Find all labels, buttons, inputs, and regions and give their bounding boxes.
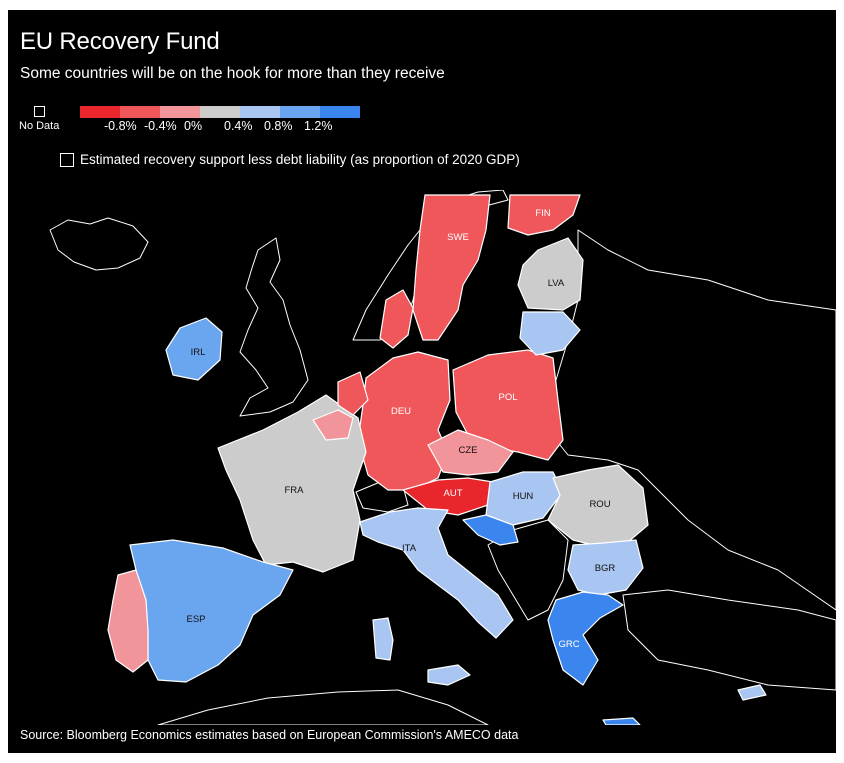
country-label-pol: POL [498,392,517,403]
legend-tick-label: 1.2% [304,119,333,133]
chart-frame: EU Recovery Fund Some countries will be … [8,10,836,753]
legend: No Data -0.8% -0.4% 0% 0.4% 0.8% 1.2% [8,106,408,136]
country-label-deu: DEU [391,406,411,417]
country-label-swe: SWE [447,232,469,243]
no-data-label: No Data [19,120,60,132]
chart-title: EU Recovery Fund [20,28,220,55]
country-label-aut: AUT [444,488,463,499]
legend-tick-label: -0.8% [104,119,137,133]
no-data-swatch [34,106,45,117]
ramp-swatch [320,106,360,118]
country-label-grc: GRC [558,639,579,650]
island-sardinia [372,617,394,661]
country-dnk [379,289,414,349]
iceland-outline [49,217,149,271]
legend-tick-label: -0.4% [144,119,177,133]
ramp-swatch [280,106,320,118]
country-label-fra: FRA [285,485,305,496]
country-irl [165,317,223,381]
country-prt [107,569,149,673]
legend-tick-label: 0.8% [264,119,293,133]
country-label-hun: HUN [513,491,534,502]
country-pol [452,349,564,461]
country-deu [357,351,451,491]
country-ita [359,507,514,639]
country-lva [517,237,584,311]
north-africa-outline [157,689,489,725]
country-hrv [462,514,519,546]
country-label-lva: LVA [548,278,565,289]
turkey-outline [622,589,836,691]
country-bgr [567,539,644,596]
country-label-rou: ROU [589,499,610,510]
ramp-swatch [80,106,120,118]
island-cyprus [737,684,767,701]
country-ltu [519,311,581,356]
note-square-icon [60,153,74,167]
country-fin [507,194,581,236]
legend-tick-label: 0.4% [224,119,253,133]
legend-tick-label: 0% [184,119,203,133]
island-crete [602,717,641,725]
country-label-ita: ITA [402,543,417,554]
source-note: Source: Bloomberg Economics estimates ba… [20,728,519,742]
country-label-cze: CZE [459,445,478,456]
europe-map: SWE FIN LVA IRL DEU POL CZE AUT FRA HUN ROU ITA BGR E… [49,190,836,725]
country-bel [312,409,354,441]
country-label-esp: ESP [186,614,205,625]
great-britain-outline [239,237,309,417]
ramp-swatch [160,106,200,118]
country-swe [412,194,491,341]
country-nld [337,371,369,416]
legend-note: Estimated recovery support less debt lia… [80,152,520,167]
chart-subtitle: Some countries will be on the hook for m… [20,65,445,82]
eu-countries [107,194,767,725]
country-cze [427,429,514,476]
country-labels: SWE FIN LVA IRL DEU POL CZE AUT FRA HUN ROU ITA BGR E… [186,208,615,650]
ramp-swatch [200,106,240,118]
country-label-irl: IRL [191,347,206,358]
country-label-bgr: BGR [595,563,616,574]
island-sicily [427,664,471,686]
balkans-outline [487,519,569,621]
ramp-swatch [120,106,160,118]
country-grc [547,591,624,686]
color-ramp [80,106,360,118]
country-label-fin: FIN [535,208,550,219]
ramp-swatch [240,106,280,118]
